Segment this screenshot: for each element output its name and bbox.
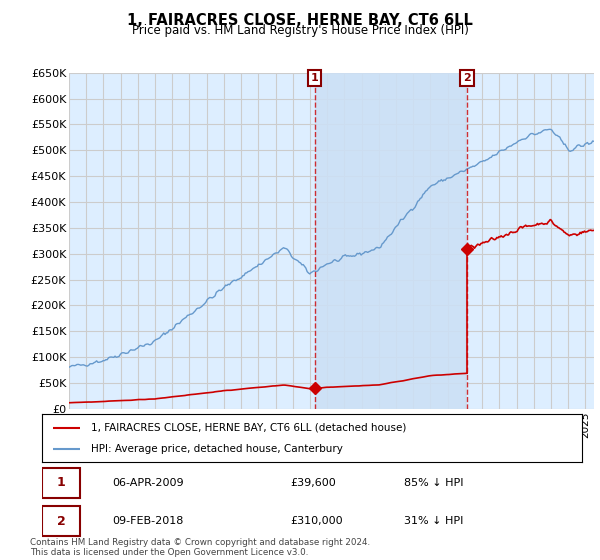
Text: £310,000: £310,000 (290, 516, 343, 526)
FancyBboxPatch shape (42, 506, 80, 536)
Text: 2: 2 (463, 73, 471, 83)
Text: 31% ↓ HPI: 31% ↓ HPI (404, 516, 463, 526)
Text: HPI: Average price, detached house, Canterbury: HPI: Average price, detached house, Cant… (91, 444, 343, 454)
Text: 1: 1 (56, 477, 65, 489)
Text: 2: 2 (56, 515, 65, 528)
Text: £39,600: £39,600 (290, 478, 336, 488)
Bar (314, 73, 467, 409)
Text: Contains HM Land Registry data © Crown copyright and database right 2024.
This d: Contains HM Land Registry data © Crown c… (30, 538, 370, 557)
Text: 06-APR-2009: 06-APR-2009 (112, 478, 184, 488)
Text: 09-FEB-2018: 09-FEB-2018 (112, 516, 184, 526)
Text: 1: 1 (311, 73, 319, 83)
Text: 1, FAIRACRES CLOSE, HERNE BAY, CT6 6LL: 1, FAIRACRES CLOSE, HERNE BAY, CT6 6LL (127, 13, 473, 28)
FancyBboxPatch shape (42, 468, 80, 498)
Text: 85% ↓ HPI: 85% ↓ HPI (404, 478, 463, 488)
Text: 1, FAIRACRES CLOSE, HERNE BAY, CT6 6LL (detached house): 1, FAIRACRES CLOSE, HERNE BAY, CT6 6LL (… (91, 423, 406, 433)
Text: Price paid vs. HM Land Registry's House Price Index (HPI): Price paid vs. HM Land Registry's House … (131, 24, 469, 37)
